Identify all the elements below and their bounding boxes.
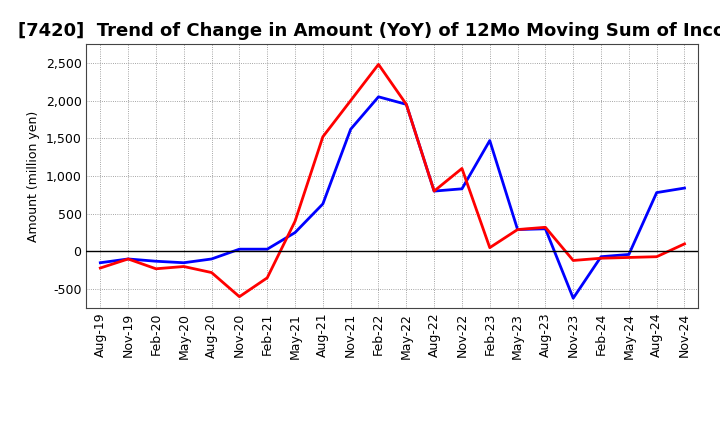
Ordinary Income — [458, 186, 467, 191]
Ordinary Income — [374, 94, 383, 99]
Net Income — [513, 227, 522, 232]
Net Income — [207, 270, 216, 275]
Net Income — [346, 98, 355, 103]
Net Income — [569, 258, 577, 263]
Ordinary Income — [597, 254, 606, 259]
Net Income — [318, 134, 327, 139]
Net Income — [179, 264, 188, 269]
Net Income — [402, 102, 410, 107]
Ordinary Income — [96, 260, 104, 265]
Line: Net Income: Net Income — [100, 64, 685, 297]
Net Income — [124, 257, 132, 262]
Ordinary Income — [124, 257, 132, 262]
Net Income — [485, 245, 494, 250]
Ordinary Income — [513, 227, 522, 232]
Ordinary Income — [569, 296, 577, 301]
Net Income — [541, 225, 550, 230]
Ordinary Income — [541, 226, 550, 231]
Ordinary Income — [485, 138, 494, 143]
Ordinary Income — [291, 230, 300, 235]
Ordinary Income — [263, 246, 271, 252]
Ordinary Income — [152, 259, 161, 264]
Line: Ordinary Income: Ordinary Income — [100, 97, 685, 298]
Net Income — [291, 219, 300, 224]
Net Income — [152, 266, 161, 271]
Net Income — [96, 265, 104, 271]
Ordinary Income — [318, 201, 327, 206]
Ordinary Income — [430, 188, 438, 194]
Net Income — [263, 275, 271, 280]
Ordinary Income — [652, 190, 661, 195]
Title: [7420]  Trend of Change in Amount (YoY) of 12Mo Moving Sum of Incomes: [7420] Trend of Change in Amount (YoY) o… — [18, 22, 720, 40]
Ordinary Income — [235, 246, 243, 252]
Ordinary Income — [179, 260, 188, 265]
Net Income — [624, 255, 633, 260]
Ordinary Income — [207, 257, 216, 262]
Y-axis label: Amount (million yen): Amount (million yen) — [27, 110, 40, 242]
Net Income — [597, 256, 606, 261]
Net Income — [430, 188, 438, 194]
Net Income — [374, 62, 383, 67]
Ordinary Income — [680, 185, 689, 191]
Net Income — [680, 241, 689, 246]
Ordinary Income — [624, 252, 633, 257]
Net Income — [235, 294, 243, 299]
Ordinary Income — [346, 127, 355, 132]
Ordinary Income — [402, 102, 410, 107]
Net Income — [458, 166, 467, 171]
Net Income — [652, 254, 661, 259]
